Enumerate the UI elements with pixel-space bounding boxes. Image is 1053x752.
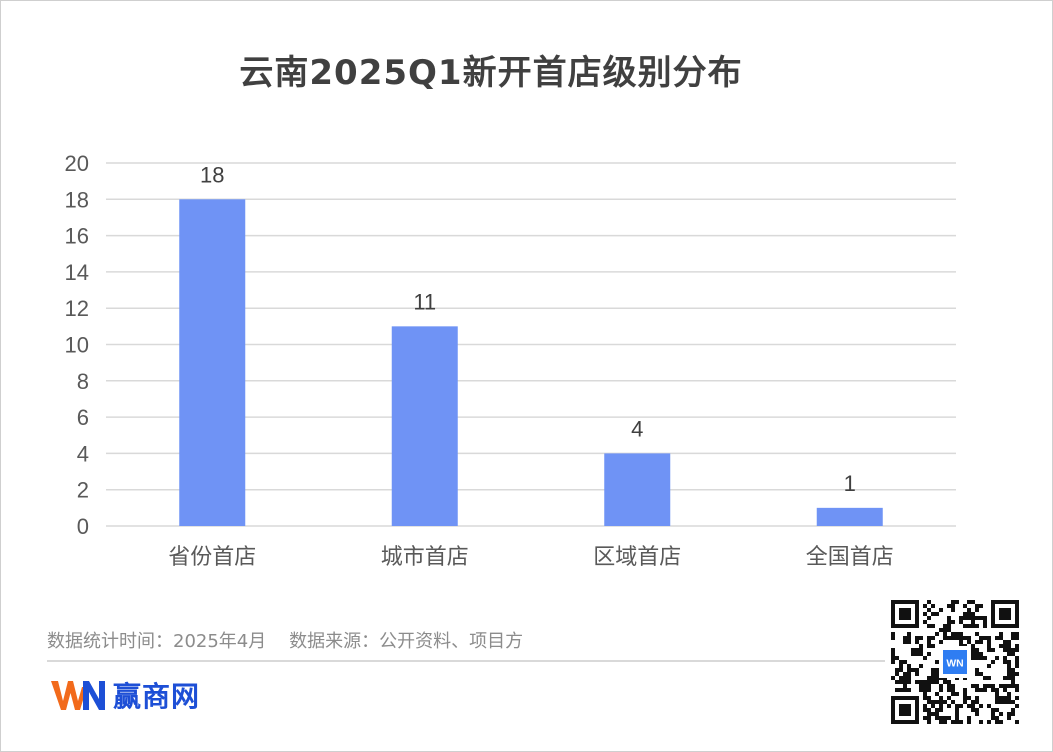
y-tick-label: 8	[77, 369, 89, 394]
data-label: 1	[844, 471, 856, 496]
bar	[391, 326, 458, 526]
y-tick-label: 18	[65, 187, 89, 212]
data-label: 11	[413, 289, 436, 314]
footer-divider	[47, 660, 885, 662]
y-tick-label: 4	[77, 441, 89, 466]
chart-title: 云南2025Q1新开首店级别分布	[239, 53, 743, 93]
footer-note: 数据统计时间：2025年4月 数据来源：公开资料、项目方	[47, 631, 524, 652]
y-tick-label: 12	[65, 296, 89, 321]
brand-name: 赢商网	[113, 680, 201, 713]
y-tick-label: 6	[77, 405, 89, 430]
svg-text:WN: WN	[946, 658, 963, 669]
brand: 赢商网	[49, 675, 200, 715]
y-tick-label: 10	[65, 333, 89, 358]
x-tick-label: 省份首店	[168, 545, 256, 570]
data-label: 4	[631, 416, 643, 441]
bar	[604, 453, 671, 526]
x-tick-label: 全国首店	[806, 545, 894, 570]
y-tick-label: 20	[65, 151, 89, 176]
winshang-logo-icon	[51, 681, 105, 710]
bar-chart: 0 2 4 6 8 10 12 14 16 18 20 18 省份首店 11 城市首店 4 区域首店 1 全国首店	[65, 151, 956, 570]
qr-code-icon: WN	[891, 600, 1019, 724]
bar	[816, 507, 883, 526]
y-tick-label: 0	[77, 514, 89, 539]
x-tick-label: 城市首店	[381, 545, 469, 570]
y-tick-label: 16	[65, 224, 89, 249]
data-label: 18	[200, 162, 224, 187]
bar	[179, 199, 246, 527]
y-tick-label: 2	[77, 478, 89, 503]
x-tick-label: 区域首店	[593, 545, 681, 570]
y-tick-label: 14	[65, 260, 89, 285]
